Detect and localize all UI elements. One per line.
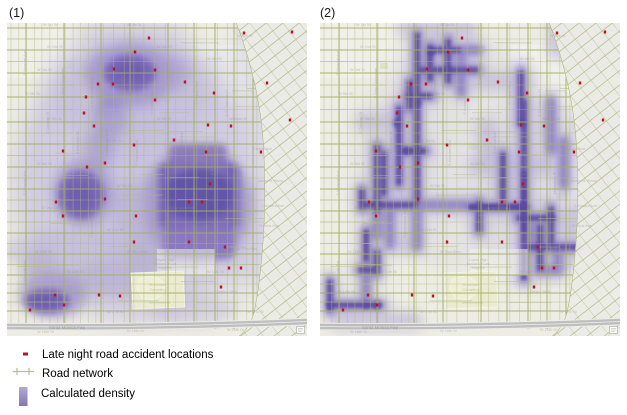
svg-text:(2): (2) bbox=[320, 6, 335, 20]
svg-text:Calculated density: Calculated density bbox=[41, 388, 135, 400]
svg-text:(1): (1) bbox=[9, 6, 24, 20]
svg-text:Road network: Road network bbox=[42, 368, 113, 380]
svg-text:Late night road accident locat: Late night road accident locations bbox=[42, 349, 214, 361]
